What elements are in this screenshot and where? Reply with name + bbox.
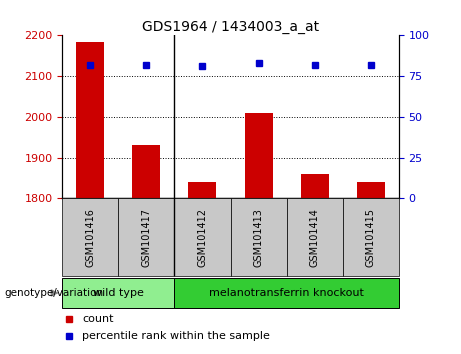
Bar	[62, 198, 118, 276]
Bar	[118, 198, 174, 276]
Bar	[174, 278, 399, 308]
Bar	[357, 182, 385, 198]
Bar	[76, 41, 104, 198]
Text: GSM101414: GSM101414	[310, 208, 319, 267]
Bar	[189, 182, 217, 198]
Text: genotype/variation: genotype/variation	[5, 288, 104, 298]
Bar	[174, 198, 230, 276]
Text: wild type: wild type	[93, 288, 144, 298]
Text: GSM101415: GSM101415	[366, 208, 376, 267]
Text: GSM101413: GSM101413	[254, 208, 264, 267]
Bar	[301, 174, 329, 198]
Text: GDS1964 / 1434003_a_at: GDS1964 / 1434003_a_at	[142, 19, 319, 34]
Bar	[287, 198, 343, 276]
Bar	[132, 145, 160, 198]
Text: melanotransferrin knockout: melanotransferrin knockout	[209, 288, 364, 298]
Text: count: count	[83, 314, 114, 324]
Text: GSM101412: GSM101412	[197, 208, 207, 267]
Bar	[343, 198, 399, 276]
Text: GSM101416: GSM101416	[85, 208, 95, 267]
Text: GSM101417: GSM101417	[142, 208, 151, 267]
Bar	[244, 113, 272, 198]
Text: percentile rank within the sample: percentile rank within the sample	[83, 331, 270, 341]
Bar	[230, 198, 287, 276]
Bar	[62, 278, 174, 308]
